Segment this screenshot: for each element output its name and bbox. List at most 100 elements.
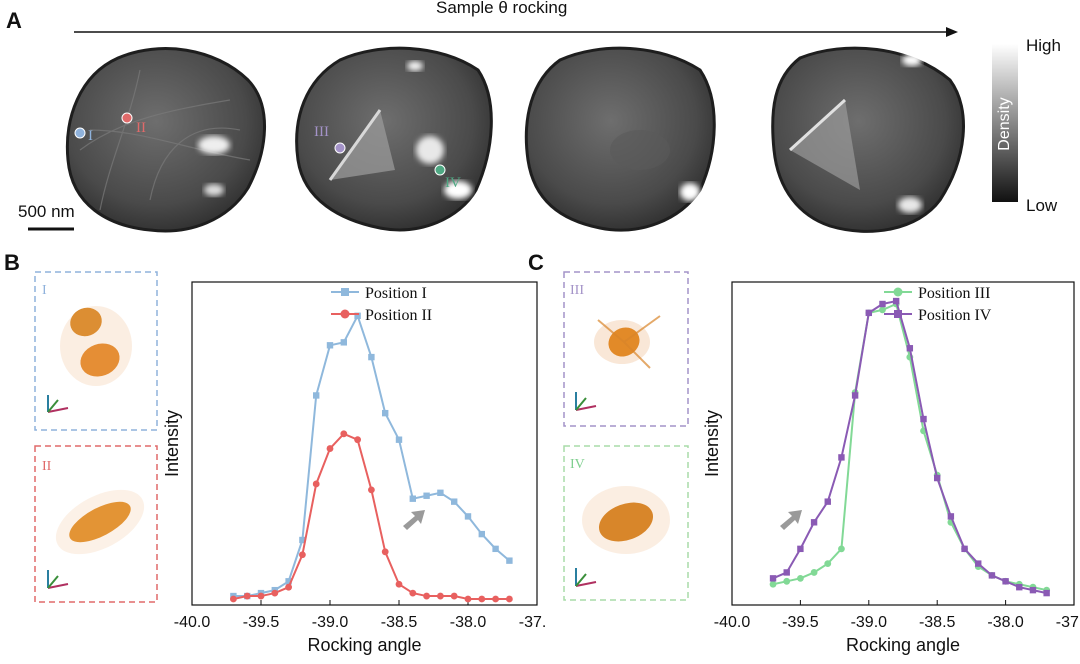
marker-position-i: I (74, 127, 93, 144)
marker-position-iii: III (314, 124, 346, 154)
data-point (423, 592, 430, 600)
data-point (769, 580, 777, 588)
inset-iii-label: III (570, 283, 584, 298)
data-point (838, 454, 845, 461)
annotation-arrow-icon (780, 510, 802, 530)
x-tick-label: -38.5 (381, 614, 418, 631)
y-axis-label: Intensity (162, 410, 182, 477)
inset-iv-blob (598, 502, 654, 542)
data-point (464, 595, 472, 603)
colorbar-title: Density (996, 97, 1013, 151)
x-tick-label: -39.5 (243, 614, 280, 631)
data-point (368, 353, 375, 361)
crystal-image-1 (65, 47, 266, 233)
x-axis-label: Rocking angle (846, 635, 960, 655)
data-point (478, 530, 485, 538)
data-point (783, 569, 790, 576)
data-point (326, 342, 334, 349)
data-point (395, 436, 403, 443)
data-point (797, 574, 804, 582)
data-point (810, 519, 818, 526)
inset-ii-halo (55, 489, 145, 555)
inset-i-halo (60, 306, 132, 386)
inset-i-blob-1 (70, 307, 102, 337)
colorbar-low-label: Low (1026, 196, 1058, 215)
y-axis-label: Intensity (702, 410, 722, 477)
data-point (230, 595, 237, 603)
series-line-position-iv (772, 299, 1047, 595)
data-point (879, 300, 886, 308)
inset-iii-frame (563, 271, 689, 427)
data-point (299, 551, 306, 559)
data-point (838, 545, 845, 553)
rocking-arrow-label: Sample θ rocking (436, 0, 568, 17)
data-point (810, 569, 818, 576)
legend-marker (340, 309, 350, 319)
data-point (285, 578, 292, 585)
x-tick-label: -39.0 (851, 614, 888, 631)
crystal-image-4 (771, 46, 965, 233)
data-point (409, 495, 416, 502)
data-point (1029, 586, 1037, 594)
data-point (824, 498, 831, 505)
x-tick-label: -38.0 (450, 614, 487, 631)
data-point (769, 575, 777, 582)
data-point (947, 513, 955, 520)
data-point (906, 345, 914, 352)
data-point (313, 392, 320, 399)
legend-label: Position III (918, 285, 990, 302)
data-point (920, 415, 927, 423)
data-point (368, 486, 375, 494)
data-point (865, 309, 872, 317)
x-axis-label: Rocking angle (307, 635, 421, 655)
data-point (1002, 578, 1009, 585)
inset-i-blob-2 (80, 343, 120, 377)
x-tick-label: -40.0 (174, 614, 211, 631)
crystal-image-2 (295, 46, 493, 232)
legend-label: Position IV (918, 307, 992, 324)
svg-text:III: III (314, 124, 329, 140)
data-point (340, 339, 347, 346)
data-point (299, 536, 306, 544)
inset-iv-label: IV (570, 457, 585, 472)
data-point (851, 392, 859, 399)
data-point (395, 580, 403, 588)
panel-letter-c: C (528, 250, 544, 275)
legend-marker (894, 310, 902, 318)
inset-ii-label: II (42, 459, 52, 474)
data-point (354, 436, 361, 444)
legend-marker (341, 288, 349, 296)
data-point (1016, 584, 1023, 591)
data-point (824, 560, 832, 567)
chart-b: -40.0 -39.5 -39.0 -38.5 -38.0 -37.5 Rocking an… (162, 281, 545, 655)
data-point (285, 583, 292, 591)
crystal-image-3 (524, 46, 716, 232)
chart-c: -40.0 -39.5 -39.0 -38.5 -38.0 -37.5 Rocking an… (702, 281, 1080, 655)
data-point (451, 498, 458, 505)
data-point (1043, 589, 1050, 597)
data-point (506, 557, 513, 564)
data-point (340, 430, 348, 438)
rocking-arrow-head (946, 27, 958, 37)
data-point (354, 312, 361, 319)
legend-marker (893, 287, 903, 297)
svg-text:II: II (136, 120, 146, 136)
data-point (271, 589, 279, 597)
data-point (381, 548, 389, 556)
data-point (879, 306, 886, 314)
x-tick-label: -38.0 (987, 614, 1024, 631)
data-point (450, 592, 458, 600)
data-point (243, 592, 251, 600)
x-tick-label: -37.5 (1056, 614, 1080, 631)
scale-bar-label: 500 nm (18, 202, 75, 221)
marker-position-iv: IV (434, 164, 461, 191)
x-tick-label: -40.0 (714, 614, 751, 631)
data-point (783, 577, 791, 585)
plot-frame (731, 281, 1075, 606)
colorbar-high-label: High (1026, 36, 1061, 55)
data-point (437, 592, 444, 600)
x-tick-label: -37.5 (519, 614, 545, 631)
inset-i-frame (34, 271, 158, 431)
svg-text:I: I (88, 128, 93, 144)
data-point (423, 492, 430, 499)
